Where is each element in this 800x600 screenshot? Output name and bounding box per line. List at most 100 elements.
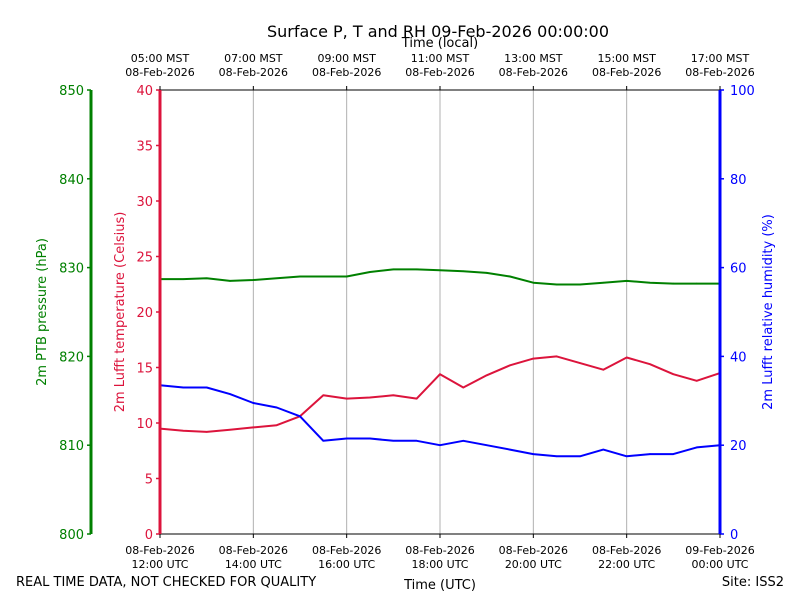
x-tick-label-time: 20:00 UTC xyxy=(505,558,562,571)
temperature-tick-label: 20 xyxy=(136,306,153,321)
humidity-tick-label: 60 xyxy=(730,262,747,277)
top-tick-label-date: 08-Feb-2026 xyxy=(125,66,194,79)
temperature-data-point xyxy=(182,429,185,432)
top-tick-label-date: 08-Feb-2026 xyxy=(499,66,568,79)
humidity-tick-label: 0 xyxy=(730,528,738,543)
pressure-tick-label: 820 xyxy=(59,350,84,365)
pressure-data-point xyxy=(345,275,348,278)
humidity-data-point xyxy=(625,455,628,458)
humidity-data-point xyxy=(299,415,301,418)
pressure-data-point xyxy=(672,282,675,285)
humidity-tick-label: 20 xyxy=(730,439,747,454)
humidity-data-point xyxy=(205,386,208,389)
pressure-data-point xyxy=(485,272,488,274)
humidity-tick-label: 40 xyxy=(730,350,747,365)
pressure-data-point xyxy=(369,271,371,273)
humidity-tick-label: 80 xyxy=(730,173,747,188)
humidity-data-point xyxy=(695,446,698,449)
temperature-data-point xyxy=(695,380,698,382)
temperature-data-point xyxy=(369,396,371,399)
top-tick-label-date: 08-Feb-2026 xyxy=(219,66,288,79)
x-tick-label-date: 08-Feb-2026 xyxy=(499,544,568,557)
pressure-data-point xyxy=(579,283,581,286)
humidity-data-point xyxy=(392,439,395,442)
top-tick-label-time: 13:00 MST xyxy=(504,52,563,65)
temperature-tick-label: 40 xyxy=(136,84,153,99)
temperature-data-point xyxy=(462,386,465,389)
pressure-tick-label: 850 xyxy=(59,84,84,99)
temperature-data-point xyxy=(579,362,581,364)
temperature-data-point xyxy=(439,373,441,375)
humidity-data-point xyxy=(439,444,441,447)
humidity-data-point xyxy=(579,455,581,458)
humidity-tick-label: 100 xyxy=(730,84,755,99)
humidity-data-point xyxy=(509,448,511,451)
chart-title: Surface P, T and RH 09-Feb-2026 00:00:00 xyxy=(267,22,609,41)
humidity-data-point xyxy=(462,439,465,442)
humidity-data-point xyxy=(275,406,278,409)
pressure-data-point xyxy=(509,275,511,278)
x-tick-label-time: 16:00 UTC xyxy=(318,558,375,571)
humidity-data-point xyxy=(555,455,558,458)
temperature-data-point xyxy=(672,373,675,375)
temperature-tick-label: 0 xyxy=(145,528,153,543)
humidity-data-point xyxy=(649,453,651,455)
pressure-data-point xyxy=(602,281,605,284)
humidity-data-point xyxy=(182,386,185,389)
x-tick-label-date: 08-Feb-2026 xyxy=(405,544,474,557)
top-axis-label: Time (local) xyxy=(401,36,478,51)
temperature-data-point xyxy=(229,428,231,431)
x-tick-label-date: 08-Feb-2026 xyxy=(312,544,381,557)
humidity-data-point xyxy=(532,453,535,455)
x-tick-label-time: 18:00 UTC xyxy=(411,558,468,571)
temperature-data-point xyxy=(555,355,558,358)
x-tick-label-time: 14:00 UTC xyxy=(225,558,282,571)
pressure-data-point xyxy=(415,268,418,271)
top-tick-label-time: 11:00 MST xyxy=(411,52,470,65)
temperature-data-point xyxy=(509,364,511,367)
temperature-tick-label: 5 xyxy=(145,473,153,488)
top-tick-label-date: 08-Feb-2026 xyxy=(685,66,754,79)
temperature-data-point xyxy=(275,424,278,427)
pressure-axis-label: 2m PTB pressure (hPa) xyxy=(35,238,50,386)
temperature-data-point xyxy=(322,394,325,397)
x-axis-label: Time (UTC) xyxy=(403,578,476,593)
pressure-data-point xyxy=(695,282,698,285)
top-tick-label-date: 08-Feb-2026 xyxy=(592,66,661,79)
temperature-tick-label: 35 xyxy=(136,140,153,155)
humidity-data-point xyxy=(369,437,371,440)
temperature-data-point xyxy=(252,426,255,429)
x-tick-label-time: 00:00 UTC xyxy=(691,558,748,571)
pressure-data-point xyxy=(649,281,651,284)
pressure-data-point xyxy=(229,280,231,282)
site-label: Site: ISS2 xyxy=(721,575,784,590)
x-tick-label-time: 22:00 UTC xyxy=(598,558,655,571)
pressure-data-point xyxy=(532,281,535,284)
humidity-data-point xyxy=(252,402,255,404)
temperature-data-point xyxy=(485,374,488,377)
humidity-axis-label: 2m Lufft relative humidity (%) xyxy=(761,214,776,410)
pressure-data-point xyxy=(625,280,628,282)
pressure-data-point xyxy=(439,269,441,272)
x-tick-label-date: 09-Feb-2026 xyxy=(685,544,754,557)
humidity-data-point xyxy=(485,444,488,447)
humidity-data-point xyxy=(602,448,605,451)
pressure-tick-label: 810 xyxy=(59,439,84,454)
top-tick-label-time: 15:00 MST xyxy=(597,52,656,65)
temperature-tick-label: 25 xyxy=(136,251,153,266)
temperature-data-point xyxy=(345,397,348,400)
top-tick-label-time: 05:00 MST xyxy=(131,52,190,65)
humidity-data-point xyxy=(229,393,231,395)
temperature-data-point xyxy=(392,394,395,397)
top-tick-label-date: 08-Feb-2026 xyxy=(312,66,381,79)
temperature-data-point xyxy=(602,368,605,371)
series-group xyxy=(159,268,721,458)
temperature-tick-label: 15 xyxy=(136,362,153,377)
pressure-data-point xyxy=(182,278,185,280)
pressure-data-point xyxy=(299,275,301,278)
temperature-data-point xyxy=(205,431,208,433)
pressure-data-point xyxy=(322,275,325,278)
